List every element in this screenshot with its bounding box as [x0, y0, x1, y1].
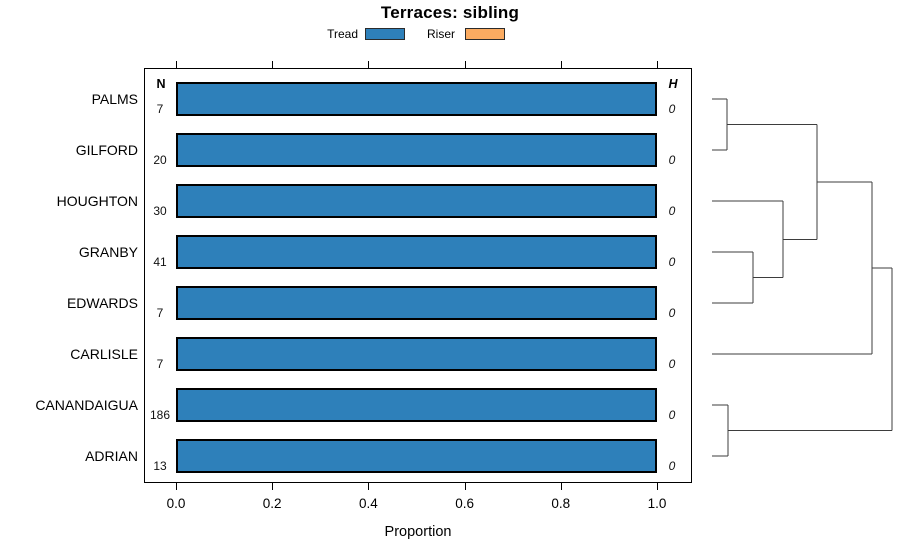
x-tick-label: 1.0: [647, 496, 667, 511]
bar-segment-tread: [178, 237, 655, 267]
legend-label-tread: Tread: [327, 27, 358, 41]
row-label: GILFORD: [75, 142, 138, 158]
x-tick-label: 0.6: [455, 496, 474, 511]
bottom-axis-tick: [368, 483, 370, 490]
h-value: 0: [668, 357, 676, 371]
top-axis-tick: [657, 61, 658, 68]
h-column-header: H: [668, 77, 678, 91]
bar-segment-tread: [178, 441, 655, 471]
bar-segment-tread: [178, 339, 655, 369]
legend-label-riser: Riser: [426, 27, 455, 41]
bottom-axis-tick: [464, 483, 466, 490]
h-value: 0: [668, 153, 676, 167]
row-label: HOUGHTON: [56, 193, 138, 209]
top-axis-tick: [464, 61, 466, 68]
x-tick-label: 0.8: [551, 496, 571, 511]
bar-segment-tread: [178, 390, 655, 420]
x-tick-label: 0.4: [359, 496, 378, 511]
x-tick-label: 0.2: [262, 496, 282, 511]
bottom-axis-tick: [657, 483, 658, 490]
bar: [176, 286, 657, 320]
legend-swatch-tread-icon: [365, 28, 405, 40]
h-value: 0: [668, 408, 676, 422]
n-column-header: N: [156, 77, 166, 91]
row-label: CARLISLE: [70, 346, 138, 362]
legend-swatch-riser-icon: [465, 28, 505, 40]
n-value: 41: [153, 255, 167, 269]
top-axis-tick: [272, 61, 274, 68]
bar: [176, 82, 657, 116]
bottom-axis-tick: [272, 483, 274, 490]
h-value: 0: [668, 204, 676, 218]
row-label: GRANBY: [78, 244, 138, 260]
x-tick-label: 0.0: [166, 496, 186, 511]
bar: [176, 337, 657, 371]
n-value: 7: [156, 357, 164, 371]
n-value: 7: [156, 102, 164, 116]
bar-segment-tread: [178, 84, 655, 114]
bar-segment-tread: [178, 186, 655, 216]
n-value: 13: [153, 459, 167, 473]
n-value: 186: [149, 408, 171, 422]
bar: [176, 388, 657, 422]
n-value: 7: [156, 306, 164, 320]
bar: [176, 133, 657, 167]
row-label: PALMS: [91, 91, 138, 107]
row-label: CANANDAIGUA: [35, 397, 138, 413]
bar: [176, 184, 657, 218]
bar-segment-tread: [178, 288, 655, 318]
x-axis-title: Proportion: [384, 524, 452, 540]
row-label: ADRIAN: [85, 448, 138, 464]
bar-segment-tread: [178, 135, 655, 165]
h-value: 0: [668, 459, 676, 473]
chart-title: Terraces: sibling: [380, 3, 520, 22]
row-label: EDWARDS: [66, 295, 138, 311]
bar: [176, 235, 657, 269]
bottom-axis-tick: [560, 483, 562, 490]
h-value: 0: [668, 255, 676, 269]
n-value: 20: [153, 153, 167, 167]
bottom-axis-tick: [176, 483, 177, 490]
h-value: 0: [668, 306, 676, 320]
bar: [176, 439, 657, 473]
h-value: 0: [668, 102, 676, 116]
top-axis-tick: [176, 61, 177, 68]
top-axis-tick: [368, 61, 370, 68]
top-axis-tick: [560, 61, 562, 68]
n-value: 30: [153, 204, 167, 218]
